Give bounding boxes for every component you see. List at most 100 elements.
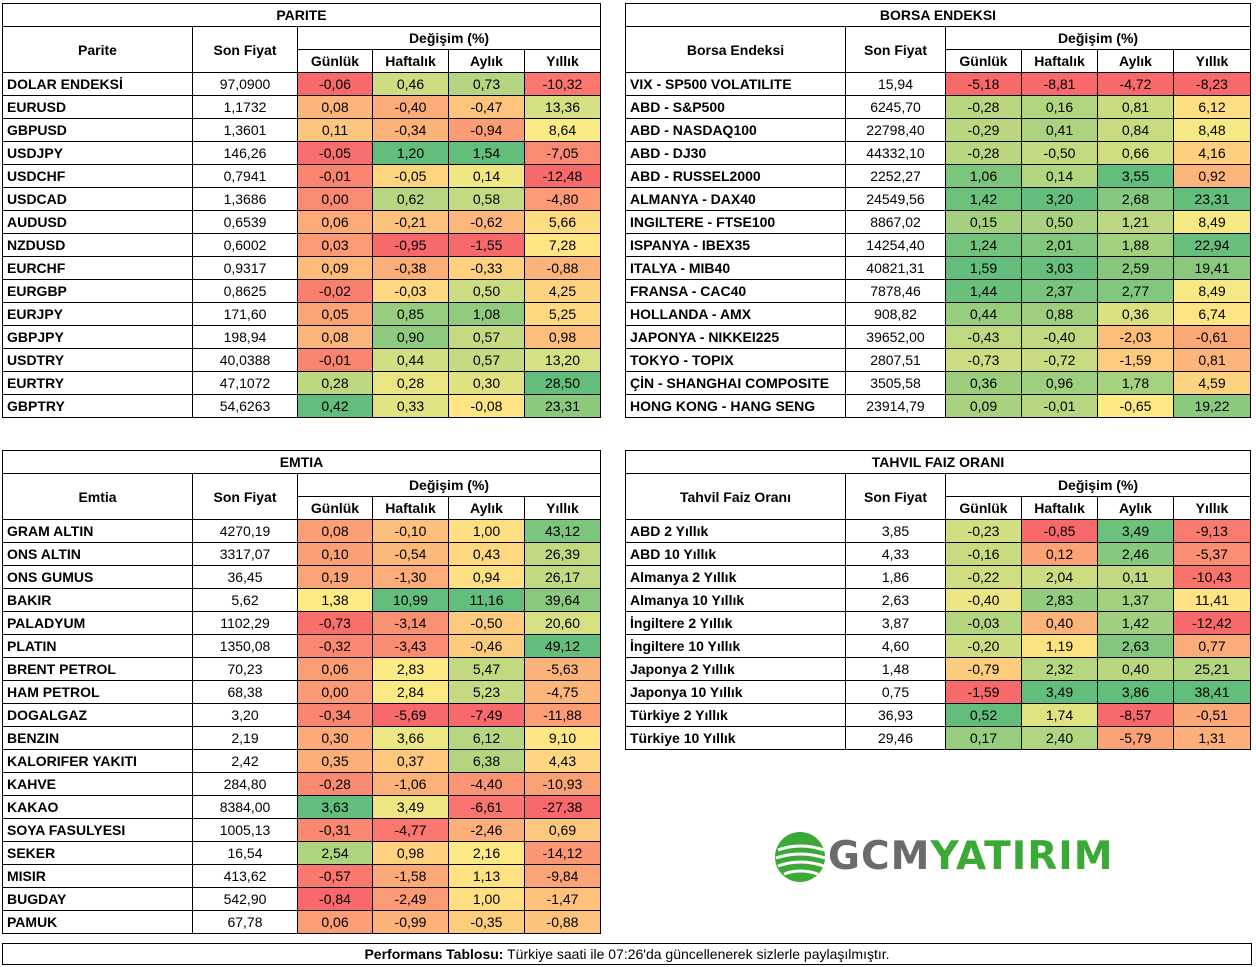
row-change-value: -0,84 [297, 887, 373, 911]
row-change-value: -0,72 [1021, 348, 1098, 372]
row-change-value: 1,37 [1097, 588, 1174, 612]
emtia-panel: EMTIA Emtia Son Fiyat Değişim (%) Günlük Haft… [2, 450, 601, 934]
row-change-value: 3,49 [372, 795, 449, 819]
row-change-value: 1,20 [372, 141, 449, 165]
row-name: BUGDAY [2, 887, 193, 911]
row-change-value: -0,54 [372, 542, 449, 566]
row-change-value: 3,49 [1021, 680, 1098, 704]
table-row: USDCHF 0,7941 -0,01 -0,05 0,14 -12,48 [2, 164, 601, 188]
row-change-value: 0,90 [372, 325, 449, 349]
row-change-value: 4,16 [1173, 141, 1251, 165]
row-change-value: 0,44 [945, 302, 1022, 326]
borsa-endeksi-panel: BORSA ENDEKSI Borsa Endeksi Son Fiyat Değiş… [625, 3, 1251, 418]
row-change-value: -0,02 [297, 279, 373, 303]
row-name: GRAM ALTIN [2, 519, 193, 543]
table-row: BRENT PETROL 70,23 0,06 2,83 5,47 -5,63 [2, 657, 601, 681]
row-change-value: -0,88 [524, 256, 601, 280]
row-change-value: -0,08 [448, 394, 525, 418]
row-price: 0,6539 [192, 210, 298, 234]
footer-note: Performans Tablosu: Türkiye saati ile 07… [2, 943, 1252, 965]
table-row: KALORIFER YAKITI 2,42 0,35 0,37 6,38 4,43 [2, 749, 601, 773]
row-name: EURJPY [2, 302, 193, 326]
row-change-value: -4,80 [524, 187, 601, 211]
row-change-value: 0,30 [448, 371, 525, 395]
row-change-value: 0,30 [297, 726, 373, 750]
row-change-value: 13,20 [524, 348, 601, 372]
row-change-value: 1,24 [945, 233, 1022, 257]
row-change-value: 1,44 [945, 279, 1022, 303]
row-change-value: 22,94 [1173, 233, 1251, 257]
row-change-value: -0,40 [372, 95, 449, 119]
table-row: GBPTRY 54,6263 0,42 0,33 -0,08 23,31 [2, 394, 601, 418]
row-price: 16,54 [192, 841, 298, 865]
row-name: ÇİN - SHANGHAI COMPOSITE [625, 371, 846, 395]
row-name: Türkiye 10 Yıllık [625, 726, 846, 750]
row-change-value: 28,50 [524, 371, 601, 395]
row-change-value: -5,69 [372, 703, 449, 727]
row-change-value: 0,94 [448, 565, 525, 589]
row-change-value: -4,75 [524, 680, 601, 704]
row-price: 2807,51 [845, 348, 946, 372]
row-price: 97,0900 [192, 72, 298, 96]
row-price: 40821,31 [845, 256, 946, 280]
row-name: EURCHF [2, 256, 193, 280]
col-header-yearly: Yıllık [1173, 49, 1251, 73]
row-price: 0,7941 [192, 164, 298, 188]
table-row: GBPJPY 198,94 0,08 0,90 0,57 0,98 [2, 325, 601, 349]
row-price: 284,80 [192, 772, 298, 796]
table-row: TOKYO - TOPIX 2807,51 -0,73 -0,72 -1,59 0,81 [625, 348, 1251, 372]
row-change-value: 0,17 [945, 726, 1022, 750]
row-price: 24549,56 [845, 187, 946, 211]
row-name: JAPONYA - NIKKEI225 [625, 325, 846, 349]
section-title: PARITE [2, 3, 601, 27]
col-header-name: Borsa Endeksi [625, 26, 846, 73]
row-change-value: 2,32 [1021, 657, 1098, 681]
row-change-value: -0,22 [945, 565, 1022, 589]
row-name: USDTRY [2, 348, 193, 372]
row-change-value: 0,98 [524, 325, 601, 349]
row-change-value: 0,09 [297, 256, 373, 280]
row-price: 3505,58 [845, 371, 946, 395]
row-change-value: 0,92 [1173, 164, 1251, 188]
table-row: Almanya 2 Yıllık 1,86 -0,22 2,04 0,11 -10,43 [625, 565, 1251, 589]
row-change-value: 0,06 [297, 210, 373, 234]
table-row: ISPANYA - IBEX35 14254,40 1,24 2,01 1,88 22,9… [625, 233, 1251, 257]
row-change-value: 0,57 [448, 325, 525, 349]
table-row: USDTRY 40,0388 -0,01 0,44 0,57 13,20 [2, 348, 601, 372]
row-change-value: 4,59 [1173, 371, 1251, 395]
row-price: 146,26 [192, 141, 298, 165]
row-name: MISIR [2, 864, 193, 888]
col-header-daily: Günlük [945, 496, 1022, 520]
table-row: MISIR 413,62 -0,57 -1,58 1,13 -9,84 [2, 864, 601, 888]
table-row: ONS ALTIN 3317,07 0,10 -0,54 0,43 26,39 [2, 542, 601, 566]
row-change-value: 0,36 [1097, 302, 1174, 326]
row-change-value: -0,01 [1021, 394, 1098, 418]
row-change-value: 39,64 [524, 588, 601, 612]
row-price: 39652,00 [845, 325, 946, 349]
emtia-table: EMTIA Emtia Son Fiyat Değişim (%) Günlük Haft… [2, 450, 601, 934]
col-header-change: Değişim (%) [945, 473, 1251, 497]
row-name: BAKIR [2, 588, 193, 612]
row-price: 2252,27 [845, 164, 946, 188]
row-price: 4,60 [845, 634, 946, 658]
row-change-value: 3,66 [372, 726, 449, 750]
row-change-value: -0,95 [372, 233, 449, 257]
table-row: BAKIR 5,62 1,38 10,99 11,16 39,64 [2, 588, 601, 612]
row-change-value: 4,43 [524, 749, 601, 773]
table-row: EURUSD 1,1732 0,08 -0,40 -0,47 13,36 [2, 95, 601, 119]
row-name: KAHVE [2, 772, 193, 796]
col-header-price: Son Fiyat [192, 26, 298, 73]
col-header-monthly: Aylık [1097, 49, 1174, 73]
row-change-value: -1,47 [524, 887, 601, 911]
col-header-yearly: Yıllık [524, 496, 601, 520]
row-change-value: 1,59 [945, 256, 1022, 280]
row-change-value: -5,37 [1173, 542, 1251, 566]
row-name: Almanya 2 Yıllık [625, 565, 846, 589]
col-header-name: Tahvil Faiz Oranı [625, 473, 846, 520]
row-name: ABD 10 Yıllık [625, 542, 846, 566]
row-price: 67,78 [192, 910, 298, 934]
row-change-value: -0,21 [372, 210, 449, 234]
row-name: PLATIN [2, 634, 193, 658]
row-price: 1005,13 [192, 818, 298, 842]
row-name: VIX - SP500 VOLATILITE [625, 72, 846, 96]
